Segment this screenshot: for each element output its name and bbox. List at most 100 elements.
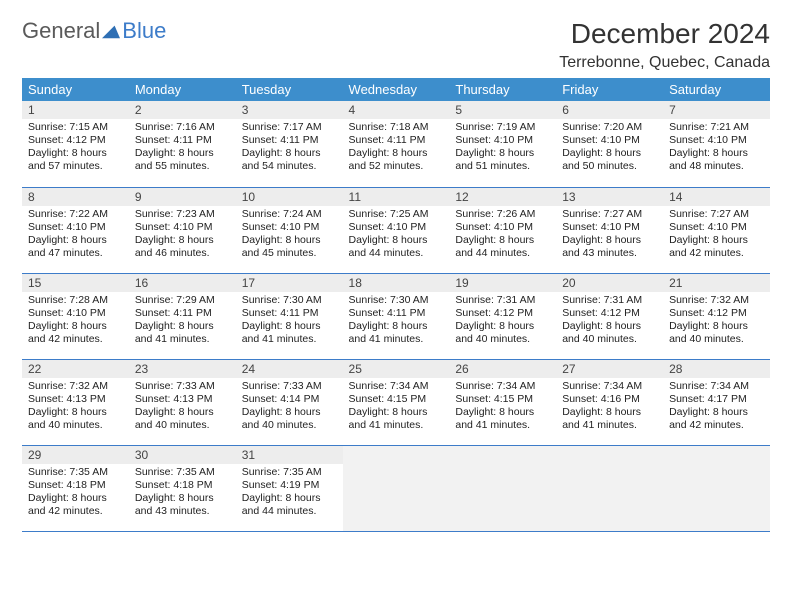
daylight-line: Daylight: 8 hours and 50 minutes. [562, 147, 657, 173]
day-cell: 17Sunrise: 7:30 AMSunset: 4:11 PMDayligh… [236, 273, 343, 359]
day-cell: 18Sunrise: 7:30 AMSunset: 4:11 PMDayligh… [343, 273, 450, 359]
week-row: 22Sunrise: 7:32 AMSunset: 4:13 PMDayligh… [22, 359, 770, 445]
day-details: Sunrise: 7:23 AMSunset: 4:10 PMDaylight:… [129, 206, 236, 265]
day-cell: 23Sunrise: 7:33 AMSunset: 4:13 PMDayligh… [129, 359, 236, 445]
weekday-thursday: Thursday [449, 78, 556, 101]
daylight-line: Daylight: 8 hours and 40 minutes. [455, 320, 550, 346]
week-row: 1Sunrise: 7:15 AMSunset: 4:12 PMDaylight… [22, 101, 770, 187]
day-number: 15 [22, 274, 129, 292]
calendar-body: 1Sunrise: 7:15 AMSunset: 4:12 PMDaylight… [22, 101, 770, 531]
day-cell: 16Sunrise: 7:29 AMSunset: 4:11 PMDayligh… [129, 273, 236, 359]
sunset-line: Sunset: 4:10 PM [242, 221, 337, 234]
daylight-line: Daylight: 8 hours and 54 minutes. [242, 147, 337, 173]
day-details: Sunrise: 7:33 AMSunset: 4:13 PMDaylight:… [129, 378, 236, 437]
day-number: 28 [663, 360, 770, 378]
daylight-line: Daylight: 8 hours and 41 minutes. [455, 406, 550, 432]
sunrise-line: Sunrise: 7:35 AM [135, 466, 230, 479]
day-cell: 19Sunrise: 7:31 AMSunset: 4:12 PMDayligh… [449, 273, 556, 359]
daylight-line: Daylight: 8 hours and 41 minutes. [135, 320, 230, 346]
sunrise-line: Sunrise: 7:27 AM [562, 208, 657, 221]
daylight-line: Daylight: 8 hours and 41 minutes. [562, 406, 657, 432]
sunrise-line: Sunrise: 7:34 AM [562, 380, 657, 393]
day-cell: 28Sunrise: 7:34 AMSunset: 4:17 PMDayligh… [663, 359, 770, 445]
sunrise-line: Sunrise: 7:17 AM [242, 121, 337, 134]
day-details: Sunrise: 7:19 AMSunset: 4:10 PMDaylight:… [449, 119, 556, 178]
title-block: December 2024 Terrebonne, Quebec, Canada [559, 18, 770, 72]
daylight-line: Daylight: 8 hours and 41 minutes. [349, 320, 444, 346]
day-details: Sunrise: 7:31 AMSunset: 4:12 PMDaylight:… [449, 292, 556, 351]
day-cell: 31Sunrise: 7:35 AMSunset: 4:19 PMDayligh… [236, 445, 343, 531]
sunrise-line: Sunrise: 7:24 AM [242, 208, 337, 221]
sunrise-line: Sunrise: 7:33 AM [135, 380, 230, 393]
day-number: 10 [236, 188, 343, 206]
location-text: Terrebonne, Quebec, Canada [559, 54, 770, 72]
daylight-line: Daylight: 8 hours and 55 minutes. [135, 147, 230, 173]
weekday-friday: Friday [556, 78, 663, 101]
sunset-line: Sunset: 4:11 PM [242, 134, 337, 147]
day-details: Sunrise: 7:35 AMSunset: 4:19 PMDaylight:… [236, 464, 343, 523]
sunrise-line: Sunrise: 7:20 AM [562, 121, 657, 134]
sunrise-line: Sunrise: 7:29 AM [135, 294, 230, 307]
daylight-line: Daylight: 8 hours and 40 minutes. [669, 320, 764, 346]
sunset-line: Sunset: 4:15 PM [349, 393, 444, 406]
day-cell: 11Sunrise: 7:25 AMSunset: 4:10 PMDayligh… [343, 187, 450, 273]
day-number: 3 [236, 101, 343, 119]
day-details: Sunrise: 7:16 AMSunset: 4:11 PMDaylight:… [129, 119, 236, 178]
weekday-wednesday: Wednesday [343, 78, 450, 101]
day-details: Sunrise: 7:34 AMSunset: 4:15 PMDaylight:… [343, 378, 450, 437]
sunset-line: Sunset: 4:10 PM [349, 221, 444, 234]
day-number: 13 [556, 188, 663, 206]
day-cell: 21Sunrise: 7:32 AMSunset: 4:12 PMDayligh… [663, 273, 770, 359]
day-details: Sunrise: 7:26 AMSunset: 4:10 PMDaylight:… [449, 206, 556, 265]
daylight-line: Daylight: 8 hours and 46 minutes. [135, 234, 230, 260]
day-number: 17 [236, 274, 343, 292]
day-details: Sunrise: 7:29 AMSunset: 4:11 PMDaylight:… [129, 292, 236, 351]
week-row: 29Sunrise: 7:35 AMSunset: 4:18 PMDayligh… [22, 445, 770, 531]
day-cell: 6Sunrise: 7:20 AMSunset: 4:10 PMDaylight… [556, 101, 663, 187]
sunset-line: Sunset: 4:12 PM [669, 307, 764, 320]
calendar-table: SundayMondayTuesdayWednesdayThursdayFrid… [22, 78, 770, 532]
sunset-line: Sunset: 4:17 PM [669, 393, 764, 406]
day-number: 18 [343, 274, 450, 292]
empty-cell [556, 445, 663, 531]
day-number: 31 [236, 446, 343, 464]
daylight-line: Daylight: 8 hours and 42 minutes. [669, 406, 764, 432]
daylight-line: Daylight: 8 hours and 42 minutes. [669, 234, 764, 260]
sunset-line: Sunset: 4:19 PM [242, 479, 337, 492]
sunrise-line: Sunrise: 7:33 AM [242, 380, 337, 393]
sunset-line: Sunset: 4:12 PM [455, 307, 550, 320]
day-cell: 29Sunrise: 7:35 AMSunset: 4:18 PMDayligh… [22, 445, 129, 531]
day-number: 12 [449, 188, 556, 206]
sunrise-line: Sunrise: 7:18 AM [349, 121, 444, 134]
sunrise-line: Sunrise: 7:25 AM [349, 208, 444, 221]
week-row: 15Sunrise: 7:28 AMSunset: 4:10 PMDayligh… [22, 273, 770, 359]
sunset-line: Sunset: 4:11 PM [242, 307, 337, 320]
day-cell: 12Sunrise: 7:26 AMSunset: 4:10 PMDayligh… [449, 187, 556, 273]
day-details: Sunrise: 7:27 AMSunset: 4:10 PMDaylight:… [556, 206, 663, 265]
empty-cell [343, 445, 450, 531]
sunrise-line: Sunrise: 7:30 AM [349, 294, 444, 307]
brand-logo: General Blue [22, 18, 166, 44]
weekday-tuesday: Tuesday [236, 78, 343, 101]
day-cell: 3 Sunrise: 7:17 AMSunset: 4:11 PMDaylight… [236, 101, 343, 187]
sunset-line: Sunset: 4:15 PM [455, 393, 550, 406]
day-number: 30 [129, 446, 236, 464]
day-number: 29 [22, 446, 129, 464]
day-details: Sunrise: 7:35 AMSunset: 4:18 PMDaylight:… [129, 464, 236, 523]
day-number: 20 [556, 274, 663, 292]
sunset-line: Sunset: 4:11 PM [135, 307, 230, 320]
sunrise-line: Sunrise: 7:16 AM [135, 121, 230, 134]
daylight-line: Daylight: 8 hours and 40 minutes. [135, 406, 230, 432]
weekday-saturday: Saturday [663, 78, 770, 101]
daylight-line: Daylight: 8 hours and 48 minutes. [669, 147, 764, 173]
day-number: 2 [129, 101, 236, 119]
daylight-line: Daylight: 8 hours and 44 minutes. [349, 234, 444, 260]
day-cell: 10Sunrise: 7:24 AMSunset: 4:10 PMDayligh… [236, 187, 343, 273]
day-details: Sunrise: 7:24 AMSunset: 4:10 PMDaylight:… [236, 206, 343, 265]
sunset-line: Sunset: 4:10 PM [562, 134, 657, 147]
day-cell: 25Sunrise: 7:34 AMSunset: 4:15 PMDayligh… [343, 359, 450, 445]
day-details: Sunrise: 7:34 AMSunset: 4:17 PMDaylight:… [663, 378, 770, 437]
day-number: 5 [449, 101, 556, 119]
page-header: General Blue December 2024 Terrebonne, Q… [22, 18, 770, 72]
sunset-line: Sunset: 4:10 PM [455, 134, 550, 147]
